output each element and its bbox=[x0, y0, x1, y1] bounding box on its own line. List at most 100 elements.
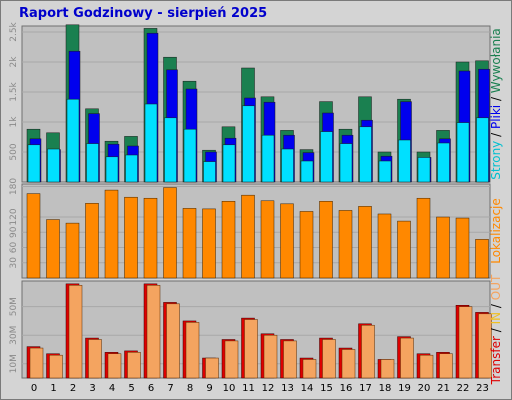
x-tick-label: 17 bbox=[359, 383, 372, 394]
top-bar-strony bbox=[261, 134, 275, 183]
bottom-bar-out bbox=[439, 353, 453, 379]
bottom-bar-out bbox=[185, 322, 200, 379]
x-tick-label: 19 bbox=[398, 383, 411, 394]
bottom-bar-out bbox=[380, 359, 395, 379]
top-bar-strony bbox=[437, 142, 450, 183]
bottom-bar-out bbox=[341, 349, 356, 379]
bottom-y-tick-label: 10M bbox=[9, 354, 19, 373]
bottom-y-tick-label: 30M bbox=[9, 326, 19, 345]
x-tick-label: 7 bbox=[167, 383, 173, 394]
top-bar-strony bbox=[105, 156, 119, 183]
top-bar-strony bbox=[144, 103, 158, 183]
bottom-bar-out bbox=[361, 324, 375, 379]
middle-bar-lokalizacje bbox=[455, 217, 470, 279]
top-bar-strony bbox=[27, 144, 41, 183]
x-tick-label: 11 bbox=[242, 383, 255, 394]
bottom-bar-out bbox=[29, 347, 44, 379]
x-tick-label: 22 bbox=[457, 383, 470, 394]
top-bar-strony bbox=[359, 126, 372, 183]
middle-bar-lokalizacje bbox=[104, 189, 119, 279]
middle-bar-lokalizacje bbox=[260, 200, 275, 279]
top-y-tick-label: 2k bbox=[9, 56, 19, 68]
bottom-bar-out bbox=[127, 352, 141, 379]
top-bar-strony bbox=[86, 143, 99, 183]
middle-bar-lokalizacje bbox=[377, 213, 392, 279]
middle-bar-lokalizacje bbox=[436, 216, 450, 279]
x-tick-label: 3 bbox=[89, 383, 95, 394]
x-tick-label: 0 bbox=[31, 383, 37, 394]
middle-bar-lokalizacje bbox=[143, 197, 158, 279]
top-plot-area bbox=[21, 25, 491, 183]
middle-bar-lokalizacje bbox=[65, 222, 80, 279]
bottom-bar-out bbox=[302, 359, 317, 379]
bottom-panel: 10M 30M 50M Transfer / IN / OUT bbox=[9, 274, 503, 385]
x-tick-label: 9 bbox=[206, 383, 212, 394]
chart-panels: 500 1k 1.5k 2k 2.5k Strony / Pliki / Wywołani… bbox=[9, 21, 503, 394]
x-tick-label: 10 bbox=[223, 383, 236, 394]
middle-bar-lokalizacje bbox=[221, 201, 236, 279]
top-legend-item: / bbox=[489, 129, 503, 141]
top-bar-strony bbox=[300, 160, 314, 183]
top-y-tick-label: 1k bbox=[9, 116, 19, 128]
top-bar-strony bbox=[476, 117, 489, 183]
middle-bar-lokalizacje bbox=[338, 210, 353, 279]
x-tick-label: 15 bbox=[320, 383, 333, 394]
x-tick-label: 2 bbox=[70, 383, 76, 394]
x-tick-label: 14 bbox=[301, 383, 314, 394]
top-bar-strony bbox=[47, 148, 60, 183]
middle-bar-lokalizacje bbox=[280, 203, 294, 279]
top-y-tick-label: 1.5k bbox=[9, 81, 19, 101]
top-legend-item: Pliki bbox=[489, 105, 503, 129]
bottom-bar-out bbox=[244, 319, 258, 379]
x-tick-label: 16 bbox=[340, 383, 353, 394]
bottom-y-tick-label: 50M bbox=[9, 297, 19, 316]
top-bar-strony bbox=[183, 128, 197, 183]
middle-bar-lokalizacje bbox=[416, 197, 431, 279]
bottom-legend-item: Transfer bbox=[489, 336, 503, 385]
top-legend-item: Wywołania bbox=[489, 28, 503, 93]
bottom-legend: Transfer / IN / OUT bbox=[489, 274, 503, 385]
middle-bar-lokalizacje bbox=[163, 187, 177, 279]
middle-bar-lokalizacje bbox=[319, 201, 333, 279]
top-legend: Strony / Pliki / Wywołania bbox=[489, 28, 503, 180]
middle-legend: Lokalizacje bbox=[489, 198, 503, 264]
x-tick-label: 1 bbox=[50, 383, 56, 394]
chart-title: Raport Godzinowy - sierpień 2025 bbox=[19, 6, 267, 21]
middle-y-tick-label: 30 bbox=[9, 257, 19, 269]
middle-bar-lokalizacje bbox=[358, 206, 372, 279]
x-tick-label: 21 bbox=[437, 383, 450, 394]
middle-bar-lokalizacje bbox=[397, 220, 411, 279]
x-tick-label: 5 bbox=[128, 383, 134, 394]
top-legend-item: / bbox=[489, 93, 503, 105]
x-tick-label: 18 bbox=[379, 383, 392, 394]
bottom-legend-item: OUT bbox=[489, 274, 503, 300]
top-bar-strony bbox=[398, 139, 411, 183]
top-bar-strony bbox=[339, 143, 353, 183]
bottom-bar-out bbox=[68, 285, 83, 379]
bottom-bar-out bbox=[458, 306, 473, 379]
bottom-legend-item: IN bbox=[489, 312, 503, 325]
x-tick-label: 13 bbox=[281, 383, 294, 394]
bottom-bar-out bbox=[205, 357, 219, 379]
top-bar-strony bbox=[125, 154, 138, 183]
middle-bar-lokalizacje bbox=[182, 208, 197, 279]
top-y-tick-label: 2.5k bbox=[9, 21, 19, 41]
top-bar-strony bbox=[320, 131, 333, 183]
top-bar-strony bbox=[417, 157, 431, 183]
top-bar-strony bbox=[242, 105, 255, 183]
middle-bar-lokalizacje bbox=[46, 219, 60, 279]
middle-y-tick-label: 120 bbox=[9, 208, 19, 225]
top-panel: 500 1k 1.5k 2k 2.5k Strony / Pliki / Wywołani… bbox=[9, 21, 503, 183]
bottom-bar-out bbox=[224, 340, 239, 379]
bottom-bar-out bbox=[107, 353, 122, 379]
top-y-tick-label: 500 bbox=[9, 143, 19, 160]
bottom-bar-out bbox=[478, 313, 492, 379]
middle-bar-lokalizacje bbox=[299, 211, 314, 279]
middle-bar-lokalizacje bbox=[124, 196, 138, 279]
top-bar-strony bbox=[66, 98, 80, 183]
top-bar-strony bbox=[378, 160, 392, 183]
bottom-bar-out bbox=[400, 337, 414, 379]
x-tick-label: 20 bbox=[418, 383, 431, 394]
